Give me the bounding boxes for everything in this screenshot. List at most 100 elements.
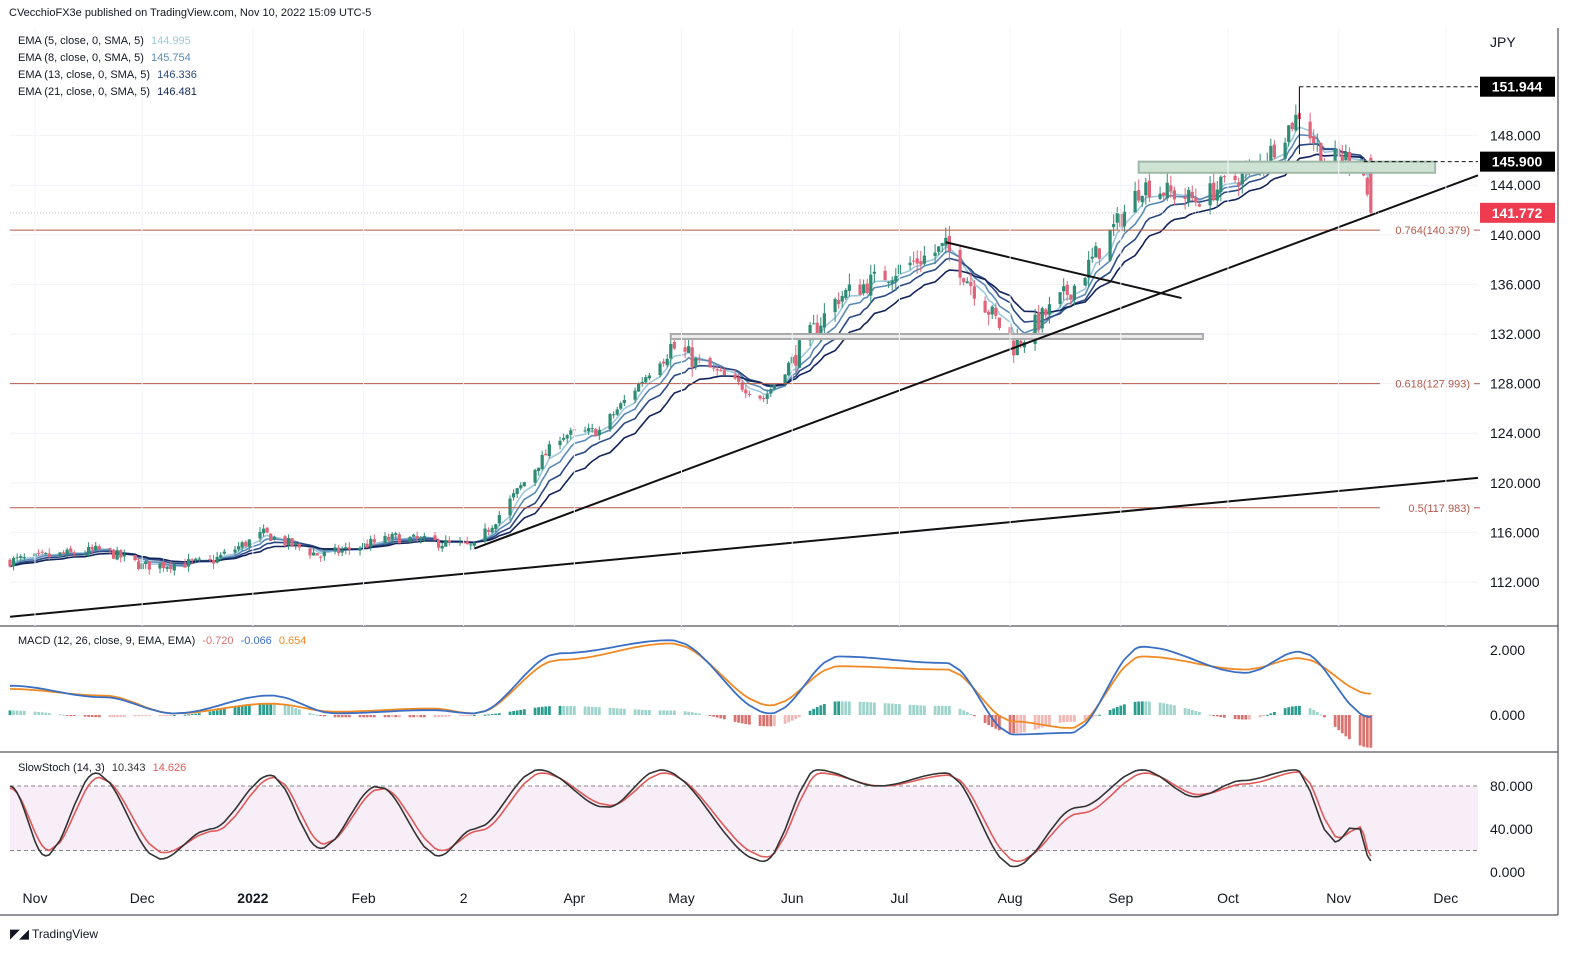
macd-hist-bar [515, 710, 519, 715]
macd-histogram [8, 701, 1373, 748]
macd-hist-bar [694, 712, 698, 715]
time-tick-label: Dec [1433, 890, 1458, 906]
candle-body [944, 237, 948, 246]
candle-body [587, 428, 591, 432]
macd-hist-bar [1258, 715, 1262, 718]
candle-body [783, 374, 787, 385]
macd-hist-bar [469, 715, 473, 716]
macd-hist-bar [762, 715, 766, 727]
macd-signal-line [10, 642, 1371, 729]
candle-body [865, 283, 869, 294]
macd-hist-bar [1248, 715, 1251, 720]
macd-hist-bar [633, 709, 637, 715]
macd-hist-bar [883, 703, 887, 715]
macd-hist-bar [1022, 715, 1026, 733]
macd-hist-bar [247, 704, 251, 715]
macd-hist-bar [12, 710, 15, 715]
trendline [473, 174, 1479, 550]
candle-body [172, 564, 176, 571]
candle-body [115, 550, 119, 560]
macd-hist-bar [294, 708, 298, 715]
macd-hist-bar [512, 711, 516, 715]
stoch-band [10, 786, 1478, 851]
candle-body [286, 538, 291, 546]
candle-body [569, 430, 573, 435]
stoch-k-value: 10.343 [111, 762, 146, 774]
macd-hist-bar [1233, 715, 1237, 720]
candle-body [183, 563, 187, 568]
candle-body [1315, 143, 1319, 145]
candle-body [186, 559, 191, 567]
candle-body [1165, 182, 1169, 199]
macd-hist-bar [258, 703, 262, 715]
macd-hist-bar [297, 709, 301, 715]
time-tick-label: Jun [781, 890, 804, 906]
macd-hist-bar [1315, 712, 1319, 715]
macd-hist-bar [397, 715, 401, 718]
macd-hist-bar [1190, 709, 1194, 715]
candle-body [890, 280, 894, 284]
macd-hist-bar [1137, 701, 1141, 715]
time-tick-label: Apr [563, 890, 585, 906]
stoch-tick-label: 0.000 [1490, 864, 1525, 880]
ema5-legend-label: EMA (5, close, 0, SMA, 5) [18, 35, 144, 47]
candle-body [672, 342, 676, 349]
candle-body [372, 539, 376, 543]
candle-body [161, 562, 166, 569]
macd-hist-bar [15, 710, 19, 715]
candle-body [315, 553, 319, 556]
candle-body [737, 377, 741, 382]
macd-hist-bar [1072, 715, 1076, 722]
macd-hist-bar [462, 715, 466, 716]
candle-body [965, 281, 969, 284]
macd-hist-bar [333, 715, 337, 718]
candle-body [833, 299, 837, 313]
macd-hist-bar [733, 715, 737, 722]
candle-body [622, 399, 626, 404]
candle-body [190, 559, 194, 561]
candle-body [94, 545, 98, 550]
macd-hist-bar [1358, 715, 1362, 746]
candle-body [683, 347, 687, 352]
macd-hist-bar [472, 715, 476, 716]
macd-hist-bar [147, 715, 151, 716]
macd-hist-bar [1337, 715, 1341, 731]
candle-body [444, 540, 448, 547]
candle-body [111, 549, 116, 559]
macd-hist-bar [1008, 715, 1012, 734]
candle-body [512, 493, 516, 498]
macd-hist-bar [987, 715, 991, 726]
macd-hist-bar [794, 715, 798, 719]
candle-body [994, 307, 998, 316]
macd-hist-bar [115, 715, 119, 718]
candle-body [583, 430, 587, 432]
candle-body [322, 552, 326, 557]
macd-hist-bar [1340, 715, 1344, 734]
candle-body [65, 549, 69, 556]
stoch-tick-label: 40.000 [1490, 821, 1533, 837]
macd-hist-bar [1269, 713, 1273, 715]
ema21-legend: EMA (21, close, 0, SMA, 5) 146.481 [18, 86, 197, 98]
candle-body [1090, 256, 1094, 259]
macd-hist-bar [712, 715, 716, 717]
price-tick-label: 136.000 [1490, 276, 1541, 292]
macd-hist-bar [865, 702, 869, 715]
macd-hist-bar [315, 714, 319, 716]
stoch-k-line [9, 769, 1372, 868]
macd-hist-bar [94, 715, 98, 718]
macd-hist-bar [262, 703, 265, 715]
macd-hist-bar [1333, 715, 1337, 727]
ema5-line [9, 126, 1372, 568]
macd-hist-bar [837, 701, 841, 715]
macd-hist-bar [997, 715, 1001, 731]
macd-hist-bar [19, 710, 23, 715]
candle-body [1333, 148, 1337, 162]
macd-hist-bar [490, 714, 494, 716]
macd-hist-bar [662, 710, 666, 715]
candle-body [1287, 125, 1291, 142]
macd-hist-bar [565, 705, 569, 715]
candle-body [1072, 285, 1076, 301]
macd-hist-bar [508, 711, 512, 715]
